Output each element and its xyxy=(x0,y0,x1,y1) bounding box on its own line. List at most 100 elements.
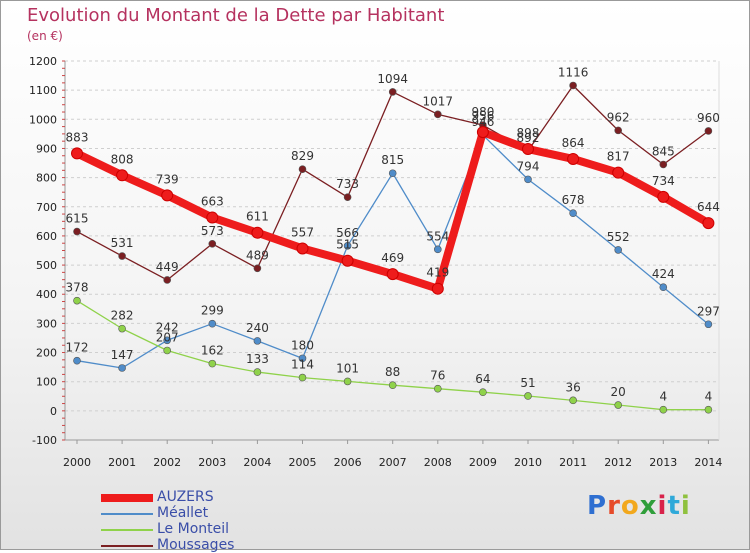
data-label: 739 xyxy=(156,172,179,186)
data-label: 829 xyxy=(291,149,314,163)
data-label: 36 xyxy=(565,380,580,394)
data-point xyxy=(524,392,532,400)
x-tick-label: 2005 xyxy=(289,456,317,469)
data-label: 644 xyxy=(697,200,720,214)
data-label: 817 xyxy=(607,150,630,164)
data-label: 554 xyxy=(426,229,449,243)
legend-item: Méallet xyxy=(101,505,321,521)
x-tick-label: 2000 xyxy=(63,456,91,469)
data-label: 864 xyxy=(562,136,585,150)
y-tick-label: 500 xyxy=(36,259,57,272)
data-label: 64 xyxy=(475,372,490,386)
data-point xyxy=(388,88,397,96)
data-point xyxy=(702,217,715,230)
data-point xyxy=(569,81,577,90)
data-label: 962 xyxy=(607,110,630,124)
y-tick-label: 0 xyxy=(50,405,57,418)
data-label: 114 xyxy=(291,358,314,372)
data-label: 240 xyxy=(246,321,269,335)
data-point xyxy=(569,209,577,217)
data-point xyxy=(567,152,580,165)
data-point xyxy=(118,252,126,260)
y-tick-label: 200 xyxy=(36,347,57,360)
data-point xyxy=(118,364,126,372)
data-label: 299 xyxy=(201,304,224,318)
y-tick-label: 700 xyxy=(36,201,57,214)
data-point xyxy=(431,282,444,295)
data-point xyxy=(298,373,307,382)
data-point xyxy=(73,356,81,365)
x-tick-label: 2006 xyxy=(334,456,362,469)
data-label: 531 xyxy=(111,236,134,250)
proxiti-logo: Proxiti xyxy=(587,491,691,521)
data-label: 180 xyxy=(291,338,314,352)
data-point xyxy=(208,239,217,248)
data-label: 419 xyxy=(426,266,449,280)
data-label: 980 xyxy=(471,105,494,119)
data-label: 552 xyxy=(607,230,630,244)
y-tick-label: 1100 xyxy=(29,84,57,97)
x-tick-label: 2012 xyxy=(604,456,632,469)
data-point xyxy=(71,147,83,160)
data-label: 946 xyxy=(471,115,494,129)
y-tick-label: 1000 xyxy=(29,113,57,126)
data-point xyxy=(341,254,354,267)
data-label: 573 xyxy=(201,224,224,238)
data-label: 663 xyxy=(201,195,224,209)
data-label: 1094 xyxy=(377,72,408,86)
data-label: 845 xyxy=(652,144,675,158)
data-point xyxy=(73,296,81,305)
data-point xyxy=(614,246,623,254)
data-label: 892 xyxy=(517,131,540,145)
data-point xyxy=(433,110,442,119)
data-point xyxy=(251,226,264,239)
y-tick-label: -100 xyxy=(32,434,57,447)
legend-label: Le Monteil xyxy=(157,521,230,537)
data-point xyxy=(433,384,442,393)
data-point xyxy=(298,354,307,363)
data-point xyxy=(386,268,399,281)
data-label: 733 xyxy=(336,177,359,191)
x-tick-label: 2014 xyxy=(694,456,722,469)
data-label: 734 xyxy=(652,174,675,188)
data-point xyxy=(163,276,171,284)
chart-title: Evolution du Montant de la Dette par Hab… xyxy=(27,5,445,26)
legend-swatch xyxy=(101,529,153,531)
data-label: 678 xyxy=(562,193,585,207)
data-label: 51 xyxy=(520,376,535,390)
data-label: 557 xyxy=(291,225,314,239)
chart-unit-label: (en €) xyxy=(27,29,63,43)
data-point xyxy=(296,242,309,255)
data-label: 133 xyxy=(246,352,269,366)
data-point xyxy=(704,405,713,414)
data-point xyxy=(116,169,129,182)
data-label: 1017 xyxy=(423,94,454,108)
data-label: 424 xyxy=(652,267,675,281)
data-point xyxy=(659,405,668,414)
data-label: 469 xyxy=(381,251,404,265)
data-point xyxy=(298,165,307,173)
data-point xyxy=(659,283,668,292)
data-point xyxy=(163,346,171,355)
x-tick-label: 2009 xyxy=(469,456,497,469)
data-label: 1116 xyxy=(558,65,589,79)
data-label: 378 xyxy=(66,281,89,295)
data-label: 615 xyxy=(66,212,89,226)
data-label: 162 xyxy=(201,344,224,358)
data-point xyxy=(659,160,668,169)
data-point xyxy=(343,193,352,201)
data-point xyxy=(612,166,625,179)
data-point xyxy=(433,245,442,254)
data-point xyxy=(479,388,487,396)
data-label: 242 xyxy=(156,320,179,334)
data-point xyxy=(524,175,532,184)
data-point xyxy=(569,396,577,405)
data-label: 297 xyxy=(697,304,720,318)
data-point xyxy=(388,381,397,389)
x-tick-label: 2001 xyxy=(108,456,136,469)
legend-label: Moussages xyxy=(157,537,235,553)
data-point xyxy=(704,320,713,329)
legend-item: Moussages xyxy=(101,537,321,553)
